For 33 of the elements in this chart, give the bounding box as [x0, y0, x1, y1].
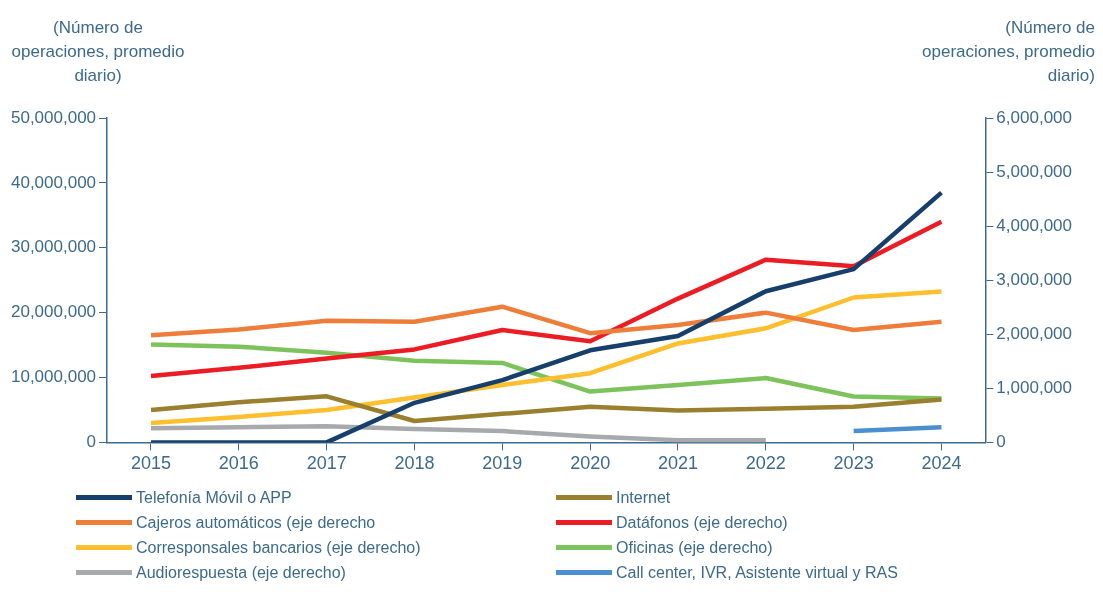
y2-tick-label: 3,000,000: [996, 269, 1073, 289]
legend-label: Telefonía Móvil o APP: [136, 488, 292, 507]
x-tick-label: 2024: [921, 453, 962, 474]
y2-tick-label: 2,000,000: [996, 323, 1073, 343]
x-tick-label: 2021: [657, 453, 698, 474]
y2-tick-label: 6,000,000: [996, 107, 1073, 127]
x-tick-label: 2015: [130, 453, 172, 474]
y2-tick-label: 4,000,000: [996, 215, 1073, 235]
y2-tick-label: 0: [996, 432, 1006, 452]
y-tick-label: 40,000,000: [10, 172, 97, 192]
x-tick-label: 2016: [218, 453, 259, 474]
x-tick-label: 2018: [394, 453, 435, 474]
y-tick-label: 10,000,000: [10, 367, 97, 387]
legend-label: Datáfonos (eje derecho): [616, 513, 788, 532]
y2-tick-label: 1,000,000: [996, 378, 1073, 398]
y-tick-label: 30,000,000: [10, 237, 97, 257]
legend-label: Internet: [616, 488, 671, 507]
x-tick-label: 2023: [833, 453, 874, 474]
y2-axis-title: (Número de operaciones, promedio diario): [921, 17, 1095, 87]
y-axis-title: (Número de operaciones, promedio diario): [10, 17, 186, 87]
legend-label: Call center, IVR, Asistente virtual y RAS: [616, 563, 898, 582]
y-tick-label: 20,000,000: [10, 302, 97, 322]
legend-label: Cajeros automáticos (eje derecho: [136, 513, 376, 532]
legend-label: Oficinas (eje derecho): [616, 538, 773, 557]
x-tick-label: 2019: [482, 453, 523, 474]
legend-label: Audiorespuesta (eje derecho): [136, 563, 346, 582]
y2-tick-label: 5,000,000: [996, 161, 1073, 181]
x-tick-label: 2022: [745, 453, 786, 474]
y-tick-label: 50,000,000: [10, 107, 97, 127]
legend-label: Corresponsales bancarios (eje derecho): [136, 538, 421, 557]
y-tick-label: 0: [86, 432, 97, 452]
x-tick-label: 2020: [570, 453, 611, 474]
x-tick-label: 2017: [306, 453, 347, 474]
